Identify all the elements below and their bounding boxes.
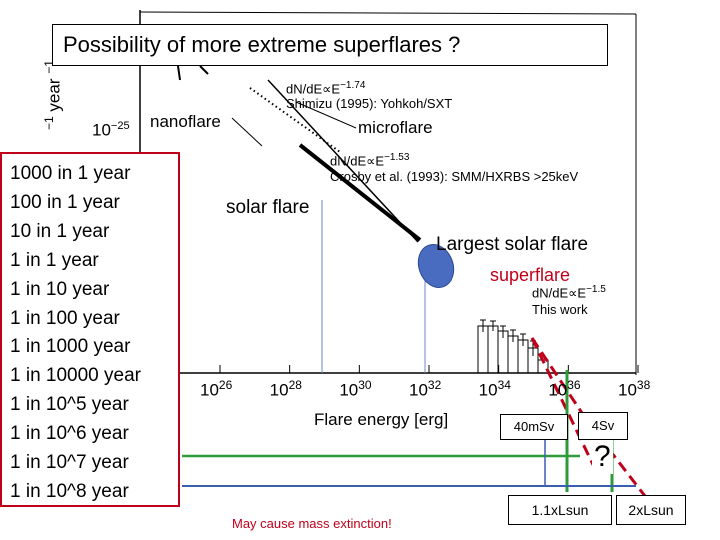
lsun-1-box: 1.1xLsun: [508, 495, 612, 525]
pointer-title: [177, 65, 181, 81]
pointer-title-2: [199, 65, 209, 75]
frequency-list-box: 1000 in 1 year 100 in 1 year 10 in 1 year 1…: [0, 152, 180, 507]
frequency-item: 1 in 100 year: [10, 307, 120, 329]
largest-solar-flare-label: Largest solar flare: [436, 234, 589, 255]
fit-shimizu-law-text: dN/dE∝E: [286, 81, 341, 97]
x-tick-label: 1038: [618, 378, 651, 400]
superflare-histogram: [477, 319, 549, 374]
nanoflare-label: nanoflare: [150, 112, 221, 131]
microflare-label: microflare: [358, 118, 433, 137]
fit-crosby-exp: −1.53: [384, 152, 410, 163]
x-tick-label: 1032: [409, 378, 442, 400]
sv-40-box: 40mSv: [500, 414, 568, 440]
fit-thiswork-law-text: dN/dE∝E: [532, 285, 587, 301]
lsun-2-box: 2xLsun: [616, 495, 686, 525]
y-axis-label-text: year: [44, 78, 64, 112]
fit-line-crosby: [267, 79, 419, 243]
fit-crosby-law-text: dN/dE∝E: [330, 153, 385, 169]
x-tick-label: 1030: [339, 378, 372, 400]
frequency-item: 1 in 10000 year: [10, 365, 141, 387]
question-mark: ?: [592, 440, 613, 474]
fit-line-shimizu: [249, 87, 341, 153]
solar-flare-label: solar flare: [226, 197, 310, 218]
fit-shimizu-exp: −1.74: [340, 80, 366, 91]
fit-crosby-law: dN/dE∝E−1.53: [330, 152, 409, 169]
frequency-item: 1 in 10^5 year: [10, 394, 129, 416]
x-tick-label: 1028: [269, 378, 302, 400]
frequency-item: 1 in 1 year: [10, 249, 99, 271]
fit-line-crosby-band: [298, 143, 422, 242]
x-tick-label: 1036: [548, 378, 581, 400]
x-tick-marks: [219, 365, 639, 373]
frequency-list: 1000 in 1 year 100 in 1 year 10 in 1 year 1…: [10, 160, 178, 507]
sv-4-box: 4Sv: [578, 412, 628, 440]
x-tick-label: 1034: [478, 378, 511, 400]
y-axis-label-partial: −1 year −1: [42, 60, 65, 130]
fit-shimizu-ref: Shimizu (1995): Yohkoh/SXT: [286, 96, 453, 111]
frequency-item: 1 in 10^7 year: [10, 452, 129, 474]
red-extrapolation-1: [530, 337, 600, 476]
plot-top-axis: [139, 11, 637, 15]
frequency-item: 1000 in 1 year: [10, 163, 131, 184]
frequency-item: 100 in 1 year: [10, 191, 120, 213]
y-axis-label-exp2: −1: [42, 116, 56, 130]
fit-crosby-ref: Crosby et al. (1993): SMM/HXRBS >25keV: [330, 169, 579, 184]
frequency-item: 1 in 10^6 year: [10, 423, 129, 445]
mass-extinction-note: May cause mass extinction!: [232, 516, 392, 531]
frequency-item: 1 in 10 year: [10, 278, 110, 300]
pointer-microflare: [295, 101, 357, 129]
fit-thiswork-law: dN/dE∝E−1.5: [532, 284, 606, 301]
fit-shimizu-law: dN/dE∝E−1.74: [286, 80, 365, 97]
x-axis-label: Flare energy [erg]: [314, 410, 449, 429]
largest-solar-flare-marker: [417, 244, 455, 288]
chart-title: Possibility of more extreme superflares …: [52, 24, 608, 66]
fit-thiswork-ref: This work: [532, 302, 588, 317]
frequency-item: 10 in 1 year: [10, 220, 110, 242]
fit-thiswork-exp: −1.5: [586, 284, 606, 295]
frequency-item: 1 in 10^8 year: [10, 480, 129, 502]
frequency-item: 1 in 1000 year: [10, 336, 131, 358]
pointer-nanoflare: [231, 117, 263, 147]
x-tick-label: 1026: [200, 378, 233, 400]
superflare-label: superflare: [490, 265, 571, 285]
y-tick-label: 10−25: [92, 120, 130, 140]
